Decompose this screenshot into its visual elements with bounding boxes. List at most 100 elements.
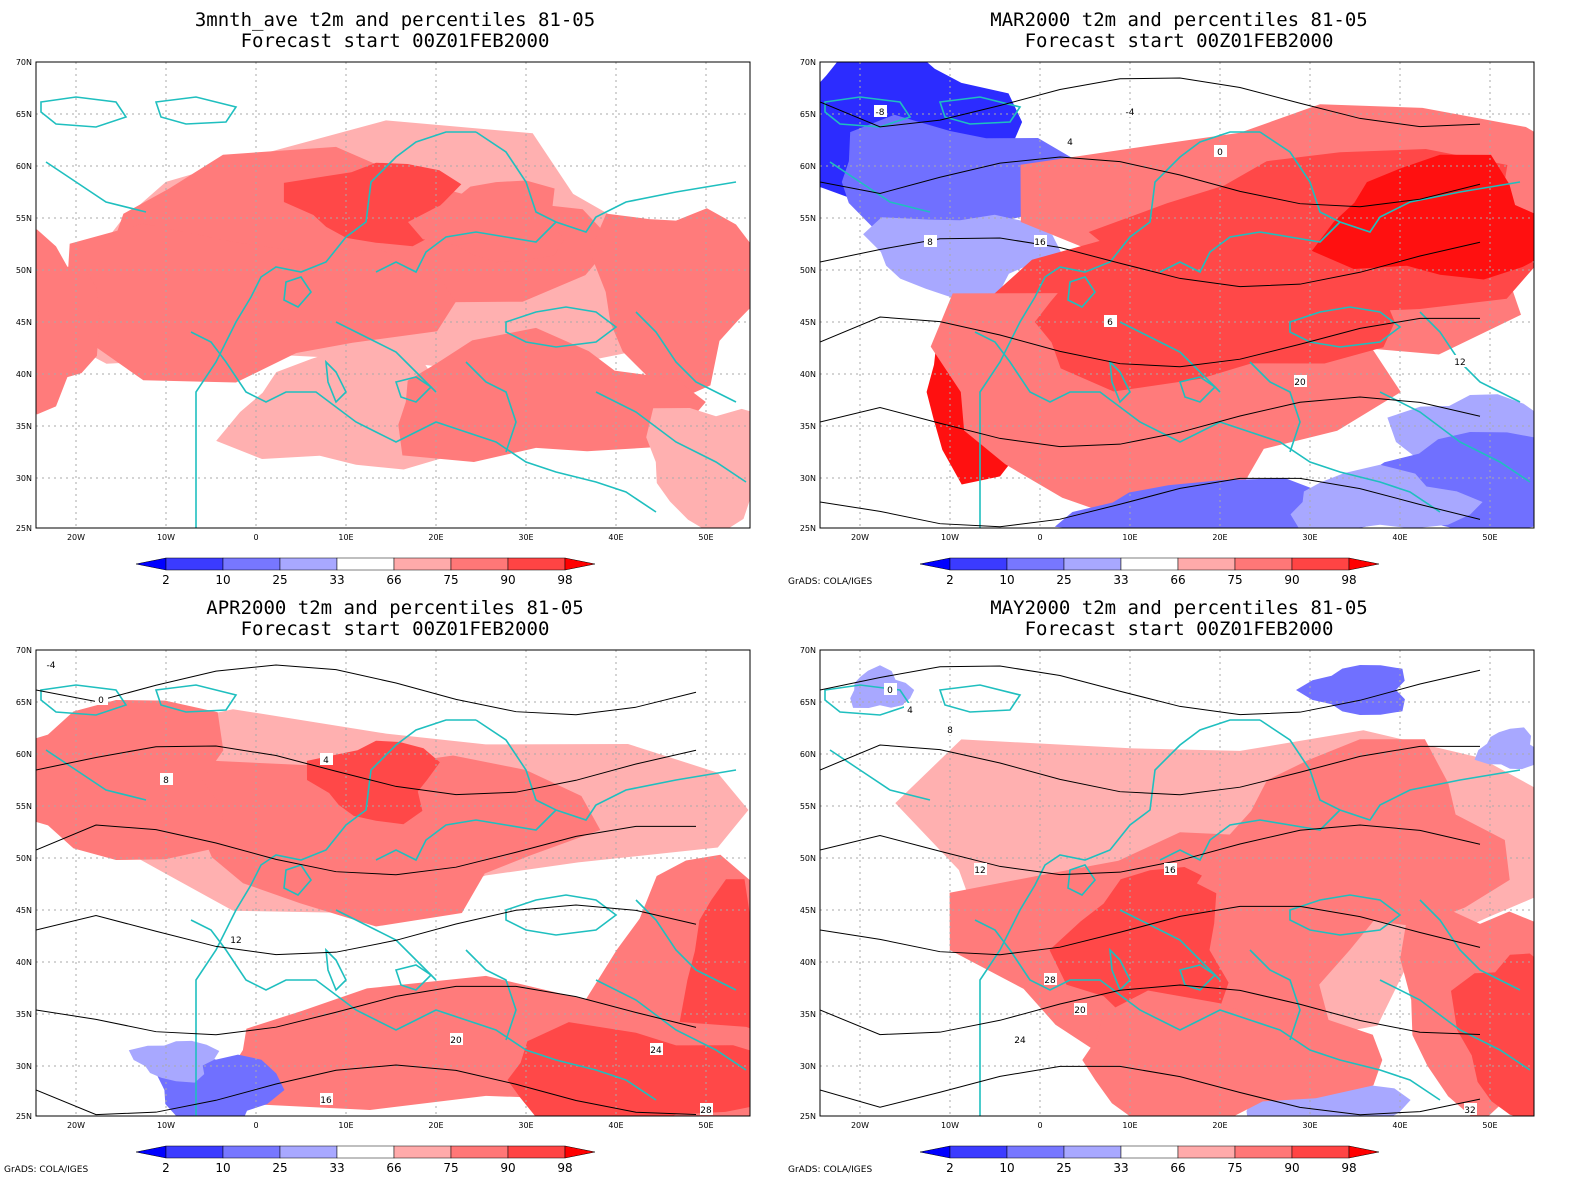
contour-label: 20: [450, 1036, 462, 1046]
coastline: [324, 359, 347, 404]
coastline: [1067, 276, 1097, 308]
percentile-shading: [160, 755, 601, 927]
contour-label-bg: [95, 693, 108, 705]
colorbar-arrow-high: [1348, 1145, 1380, 1159]
colorbar-swatch: [450, 557, 509, 571]
map-border: [819, 649, 1535, 1117]
colorbar-label: 66: [1170, 1161, 1185, 1175]
contour-label: 12: [974, 866, 985, 876]
coastline: [154, 684, 238, 713]
colorbar-swatch: [393, 1145, 452, 1159]
latitude-label: 55N: [800, 802, 816, 811]
contour-label: 4: [1067, 138, 1073, 148]
contour-label: 0: [887, 686, 893, 696]
contour-label-bg: [944, 723, 957, 735]
longitude-label: 10W: [941, 1121, 959, 1130]
coastline: [1379, 979, 1531, 1071]
latitude-label: 60N: [16, 750, 32, 759]
temperature-contour: [36, 1064, 697, 1116]
colorbar-swatch: [1006, 1145, 1065, 1159]
colorbar-arrow-low: [919, 557, 951, 571]
colorbar-swatch: [222, 1145, 281, 1159]
colorbar-swatch: [222, 557, 281, 571]
coastline: [40, 684, 128, 716]
percentile-shading: [863, 214, 1061, 301]
coastline: [1178, 964, 1217, 991]
colorbar-swatch: [279, 1145, 338, 1159]
contour-label-bg: [320, 1093, 333, 1105]
longitude-label: 20W: [67, 533, 85, 542]
percentile-shading: [679, 879, 750, 1067]
percentile-shading: [1034, 252, 1395, 392]
colorbar-arrow-low: [919, 1145, 951, 1159]
temperature-contour: [820, 477, 1481, 528]
colorbar-label: 90: [1284, 1161, 1299, 1175]
latitude-label: 60N: [800, 750, 816, 759]
contour-label-bg: [1454, 355, 1467, 367]
longitude-label: 20W: [851, 1121, 869, 1130]
map-frame: 0 4 8 12 16 20 24 28 -4 70N 65N 60N 55N 50N 45N 40N 35N 3…: [16, 646, 751, 1130]
panel-apr2000: APR2000 t2m and percentiles 81-05 Foreca…: [0, 588, 790, 1186]
coastlines: [40, 684, 747, 1116]
latitude-label: 25N: [16, 524, 32, 533]
coastline: [635, 311, 737, 403]
coastline: [1108, 947, 1131, 992]
percentile-shading: [1082, 990, 1383, 1116]
map-frame: 70N 65N 60N 55N 50N 45N 40N 35N 30N 25N 20W 10W 0 10E…: [16, 58, 751, 542]
coastline: [505, 894, 618, 936]
coastlines: [824, 96, 1531, 528]
coastline: [1289, 306, 1402, 348]
longitude-label: 0: [253, 1121, 258, 1130]
temperature-contour: [820, 77, 1481, 128]
colorbar-swatch: [1234, 557, 1293, 571]
contour-label: 8: [927, 238, 933, 248]
colorbar-arrow-high: [564, 1145, 596, 1159]
coastline: [1108, 359, 1131, 404]
colorbar-swatch: [279, 557, 338, 571]
colorbar-swatch: [1063, 1145, 1122, 1159]
colorbar-arrow-low: [135, 1145, 167, 1159]
panel-mar2000: MAR2000 t2m and percentiles 81-05 Foreca…: [784, 0, 1574, 598]
colorbar-label: 2: [162, 573, 170, 587]
panel-may2000: MAY2000 t2m and percentiles 81-05 Foreca…: [784, 588, 1574, 1186]
coastline: [979, 131, 1260, 528]
latitude-label: 60N: [800, 162, 816, 171]
latitude-label: 25N: [800, 524, 816, 533]
coastline: [154, 96, 238, 125]
longitude-label: 10E: [1122, 533, 1137, 542]
colorbar-swatch: [1006, 557, 1065, 571]
contour-label: 6: [1107, 318, 1113, 328]
contour-label-bg: [160, 773, 173, 785]
coastline: [1379, 391, 1531, 483]
shading-layer: [36, 700, 750, 1116]
colorbar-arrow-high: [1348, 557, 1380, 571]
percentile-map: 40-48121620-8670N65N60N55N50N45N40N35N30…: [800, 58, 1535, 587]
coastline: [45, 161, 147, 213]
longitude-label: 20W: [851, 533, 869, 542]
contour-label-bg: [1014, 1033, 1027, 1045]
coastline: [465, 949, 517, 1041]
contour-label: 12: [1454, 358, 1465, 368]
grads-credit: GrADS: COLA/IGES: [4, 1165, 89, 1175]
panel-title: MAY2000 t2m and percentiles 81-05: [990, 597, 1368, 619]
colorbar-arrow-high: [564, 557, 596, 571]
latitude-label: 45N: [16, 318, 32, 327]
contour-label: 16: [1164, 866, 1176, 876]
latitude-label: 35N: [16, 1010, 32, 1019]
contour-label: 24: [1014, 1036, 1026, 1046]
longitude-label: 30E: [518, 1121, 533, 1130]
latitude-label: 40N: [800, 958, 816, 967]
colorbar-label: 10: [215, 1161, 230, 1175]
coastline: [824, 684, 912, 716]
shading-layer: [36, 120, 750, 528]
percentile-map: 70N 65N 60N 55N 50N 45N 40N 35N 30N 25N 20W 10W 0 10E…: [16, 58, 751, 587]
longitude-label: 40E: [1392, 533, 1407, 542]
contour-label: 8: [947, 726, 953, 736]
contour-label: 4: [907, 706, 913, 716]
coastline: [974, 919, 1441, 1101]
colorbar-label: 2: [946, 1161, 954, 1175]
panel-subtitle: Forecast start 00Z01FEB2000: [1024, 30, 1334, 52]
longitude-label: 0: [253, 533, 258, 542]
temperature-contour: [820, 984, 1481, 1036]
colorbar-label: 98: [557, 573, 572, 587]
